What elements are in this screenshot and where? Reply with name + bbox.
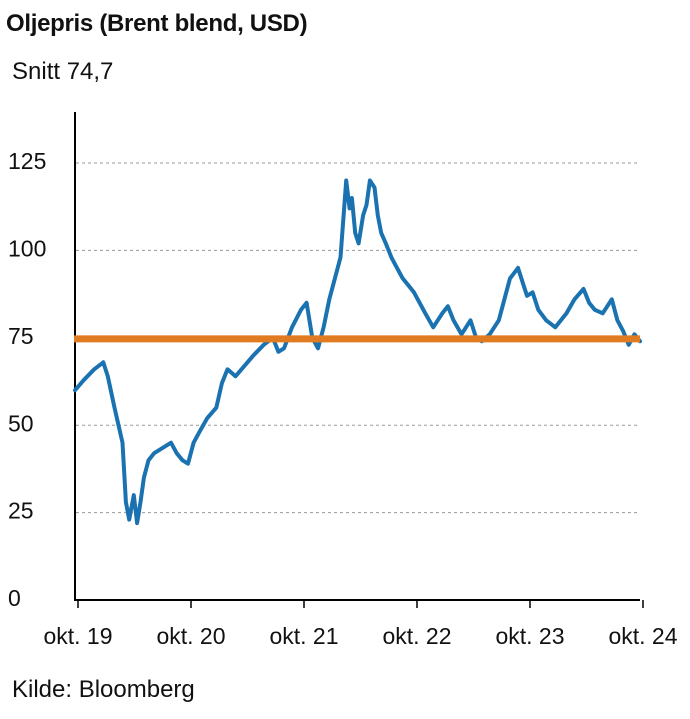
y-axis-tick-labels: 0 25 50 75 100 125	[8, 148, 46, 611]
y-tick-label: 75	[8, 323, 34, 349]
x-tick-label: okt. 23	[495, 623, 564, 649]
series-group	[73, 178, 642, 526]
x-tick-label: okt. 22	[382, 623, 451, 649]
chart-title: Oljepris (Brent blend, USD)	[6, 10, 308, 37]
y-tick-label: 125	[8, 148, 46, 174]
y-tick-label: 0	[8, 585, 21, 611]
source-note: Kilde: Bloomberg	[12, 676, 195, 703]
x-axis-tick-labels: okt. 19 okt. 20 okt. 21 okt. 22 okt. 23 okt. …	[43, 623, 677, 649]
series-line	[73, 178, 642, 526]
x-tick-label: okt. 20	[156, 623, 225, 649]
x-axis-ticks	[77, 600, 644, 608]
x-tick-label: okt. 24	[608, 623, 677, 649]
y-tick-label: 50	[8, 410, 34, 436]
x-tick-label: okt. 21	[269, 623, 338, 649]
y-tick-label: 25	[8, 498, 34, 524]
y-tick-label: 100	[8, 235, 46, 261]
chart-subtitle: Snitt 74,7	[12, 58, 114, 85]
x-tick-label: okt. 19	[43, 623, 112, 649]
